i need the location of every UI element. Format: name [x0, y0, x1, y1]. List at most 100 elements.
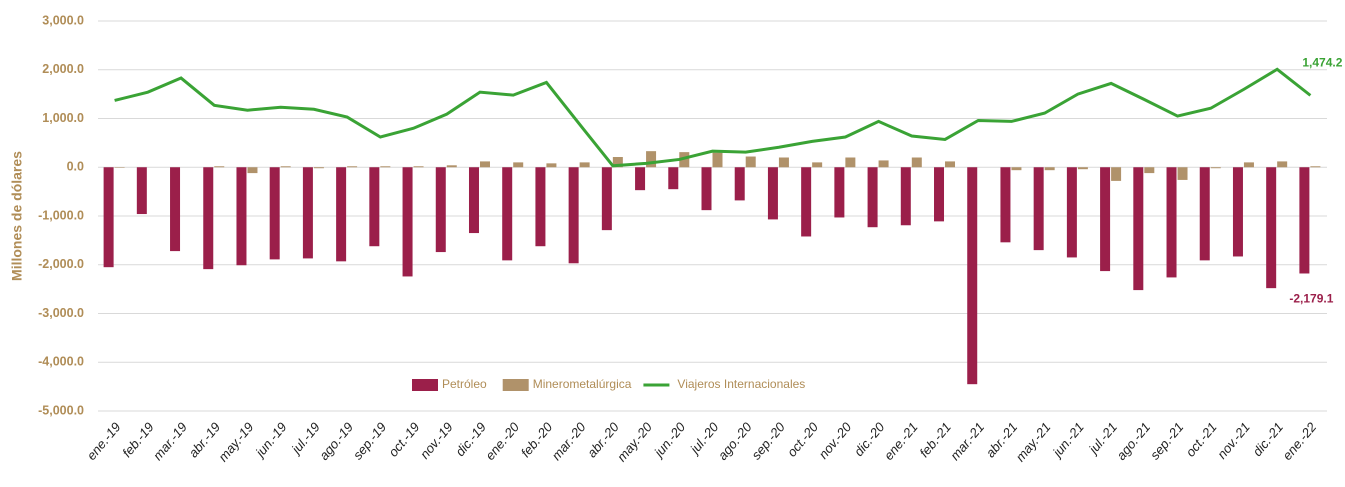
x-tick-label: jun.-21 — [1048, 419, 1086, 461]
bar — [967, 167, 978, 385]
bar — [812, 162, 823, 168]
x-tick-label: mar.-21 — [947, 419, 987, 463]
bar — [668, 167, 679, 190]
bar — [734, 167, 745, 201]
x-tick-label: mar.-19 — [150, 419, 190, 463]
y-tick-label: 2,000.0 — [42, 62, 84, 76]
x-tick-label: ago.-21 — [1113, 419, 1153, 462]
x-tick-label: sep.-20 — [748, 419, 788, 462]
x-tick-label: jun.-20 — [650, 419, 689, 461]
x-tick-label: ago.-20 — [715, 419, 755, 463]
bar — [934, 167, 945, 222]
x-tick-label: oct.-21 — [1183, 419, 1220, 459]
bar — [513, 162, 524, 168]
bar — [778, 157, 789, 168]
bar — [402, 167, 413, 277]
x-tick-label: ago.-19 — [316, 419, 356, 462]
x-tick-label: nov.-19 — [417, 419, 456, 461]
bar — [1133, 167, 1144, 291]
bar — [1199, 167, 1210, 261]
bar — [535, 167, 546, 247]
y-tick-label: -1,000.0 — [38, 208, 84, 222]
data-label: -2,179.1 — [1289, 292, 1333, 306]
bar — [302, 167, 313, 259]
x-tick-label: sep.-21 — [1147, 419, 1186, 462]
bar — [646, 151, 657, 168]
bar — [1310, 166, 1321, 168]
bar — [479, 161, 490, 168]
x-tick-label: may.-20 — [614, 419, 656, 464]
bar — [413, 166, 424, 168]
bar — [1243, 162, 1254, 168]
bar — [103, 167, 114, 268]
bar — [269, 167, 280, 260]
bar — [435, 167, 446, 253]
bar — [712, 152, 723, 168]
x-tick-label: sep.-19 — [350, 419, 389, 462]
bar — [1000, 167, 1011, 243]
bar — [280, 166, 291, 168]
bar — [369, 167, 380, 247]
bar — [468, 167, 479, 234]
x-tick-label: jun.-19 — [251, 419, 289, 461]
legend-label: Petróleo — [442, 377, 487, 391]
x-tick-label: ene.-20 — [482, 419, 522, 463]
bar — [701, 167, 712, 211]
legend-swatch — [412, 379, 438, 391]
bar — [1210, 167, 1221, 169]
bar — [834, 167, 845, 218]
bar — [612, 157, 623, 168]
bar — [546, 163, 557, 168]
bar — [1066, 167, 1077, 258]
y-axis-label: Millones de dólares — [9, 151, 25, 281]
bar — [911, 157, 922, 168]
x-tick-label: ene.-22 — [1279, 419, 1319, 463]
data-label: 1,474.2 — [1302, 56, 1342, 70]
bar — [1077, 167, 1088, 170]
bar — [1166, 167, 1177, 278]
bar — [878, 160, 889, 168]
bar — [1277, 161, 1288, 168]
bar — [380, 166, 391, 168]
bar — [767, 167, 778, 220]
x-tick-label: ene.-21 — [881, 419, 921, 462]
x-tick-label: nov.-20 — [816, 419, 855, 462]
bar — [1044, 167, 1055, 171]
bar — [1033, 167, 1044, 251]
y-tick-label: -4,000.0 — [38, 355, 84, 369]
x-tick-label: ene.-19 — [84, 419, 124, 462]
bar — [579, 162, 590, 168]
y-tick-label: -3,000.0 — [38, 306, 84, 320]
bar — [1144, 167, 1155, 174]
bar — [313, 167, 324, 169]
bar — [203, 167, 214, 270]
legend-swatch — [502, 379, 529, 391]
bar — [214, 166, 225, 168]
bar — [635, 167, 646, 191]
bar — [801, 167, 812, 237]
bar — [1011, 167, 1022, 171]
bar — [845, 157, 856, 168]
x-tick-label: mar.-20 — [549, 419, 589, 463]
bar — [900, 167, 911, 226]
bar — [347, 166, 358, 168]
x-tick-label: may.-21 — [1013, 419, 1054, 464]
bar — [568, 167, 579, 264]
line — [114, 67, 1312, 168]
bar — [502, 167, 513, 261]
x-tick-label: nov.-21 — [1214, 419, 1253, 461]
x-tick-label: may.-19 — [215, 419, 256, 464]
bar — [170, 167, 181, 252]
legend-label: Minerometalúrgica — [533, 377, 632, 391]
y-tick-label: 3,000.0 — [42, 13, 84, 27]
bar — [136, 167, 147, 215]
bar — [336, 167, 347, 262]
bar — [601, 167, 612, 231]
y-tick-label: 1,000.0 — [42, 111, 84, 125]
bar — [745, 156, 756, 168]
y-tick-label: 0.0 — [67, 160, 84, 174]
bar — [1299, 167, 1310, 274]
bar — [446, 165, 457, 168]
x-tick-label: oct.-19 — [385, 419, 422, 459]
